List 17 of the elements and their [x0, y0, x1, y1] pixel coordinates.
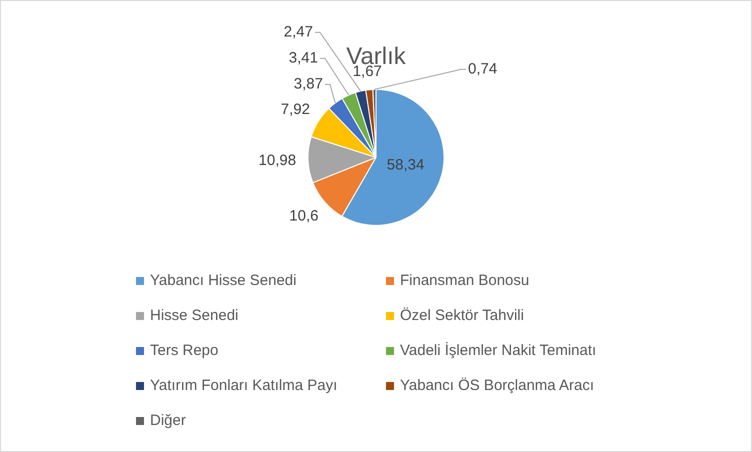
legend-label: Hisse Senedi	[150, 307, 238, 324]
legend-label: Yabancı Hisse Senedi	[150, 272, 296, 289]
data-label: 0,74	[468, 60, 498, 78]
legend-label: Yabancı ÖS Borçlanma Aracı	[400, 377, 594, 394]
data-label: 10,6	[289, 207, 318, 224]
data-label: 3,87	[294, 76, 323, 93]
legend-label: Diğer	[150, 412, 186, 429]
legend-label: Vadeli İşlemler Nakit Teminatı	[400, 342, 596, 359]
legend-label: Finansman Bonosu	[400, 272, 530, 289]
legend-label: Yatırım Fonları Katılma Payı	[150, 377, 338, 394]
data-label: 3,41	[288, 50, 318, 67]
data-label: 58,34	[386, 156, 424, 174]
data-label: 7,92	[280, 100, 310, 118]
legend-label: Özel Sektör Tahvili	[400, 307, 524, 324]
data-label: 10,98	[258, 152, 296, 169]
legend-label: Ters Repo	[150, 342, 218, 359]
data-label: 2,47	[284, 24, 313, 41]
